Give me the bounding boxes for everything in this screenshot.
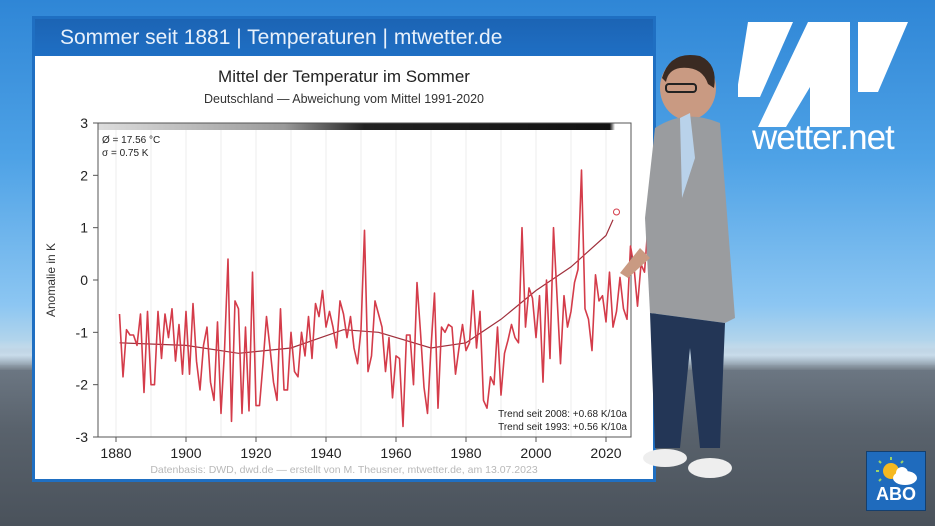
logo-text: wetter.net	[752, 118, 895, 157]
svg-text:1900: 1900	[170, 445, 201, 461]
svg-text:1960: 1960	[380, 445, 411, 461]
wetter-net-logo-icon	[738, 22, 908, 127]
chart-subtitle: Deutschland — Abweichung vom Mittel 1991…	[203, 92, 485, 106]
svg-text:σ = 0.75 K: σ = 0.75 K	[102, 148, 149, 159]
svg-text:2: 2	[80, 167, 88, 183]
chart-panel: Sommer seit 1881 | Temperaturen | mtwett…	[32, 16, 656, 482]
svg-text:1880: 1880	[100, 445, 131, 461]
temperature-anomaly-chart: -3 -2 -1 0 1 2 3 1880 1900 1920 1940 1960 1980 2000 20…	[44, 115, 653, 461]
abo-subscribe-button[interactable]: ABO	[866, 451, 926, 511]
svg-text:Ø = 17.56 °C: Ø = 17.56 °C	[102, 135, 160, 146]
svg-text:Anomalie in K: Anomalie in K	[44, 243, 58, 317]
svg-text:Trend seit 2008: +0.68 K/10a: Trend seit 2008: +0.68 K/10a	[498, 409, 627, 420]
svg-text:Trend seit 1993: +0.56 K/10a: Trend seit 1993: +0.56 K/10a	[498, 422, 627, 433]
svg-text:-3: -3	[76, 429, 89, 445]
svg-text:-1: -1	[76, 324, 89, 340]
climate-stripes-band	[98, 123, 631, 130]
svg-text:0: 0	[80, 272, 88, 288]
abo-label: ABO	[876, 484, 916, 504]
svg-text:-2: -2	[76, 377, 89, 393]
svg-text:1940: 1940	[310, 445, 341, 461]
broadcast-header: Sommer seit 1881 | Temperaturen | mtwett…	[35, 19, 653, 56]
svg-text:3: 3	[80, 115, 88, 131]
chart-source-footer: Datenbasis: DWD, dwd.de — erstellt von M…	[150, 464, 538, 476]
svg-text:2020: 2020	[590, 445, 621, 461]
presenter-figure	[620, 54, 735, 478]
svg-text:1: 1	[80, 220, 88, 236]
svg-text:1980: 1980	[450, 445, 481, 461]
sun-cloud-icon	[876, 457, 917, 485]
anomaly-line	[118, 169, 653, 428]
chart-title: Mittel der Temperatur im Sommer	[218, 67, 470, 86]
svg-text:1920: 1920	[240, 445, 271, 461]
svg-text:2000: 2000	[520, 445, 551, 461]
